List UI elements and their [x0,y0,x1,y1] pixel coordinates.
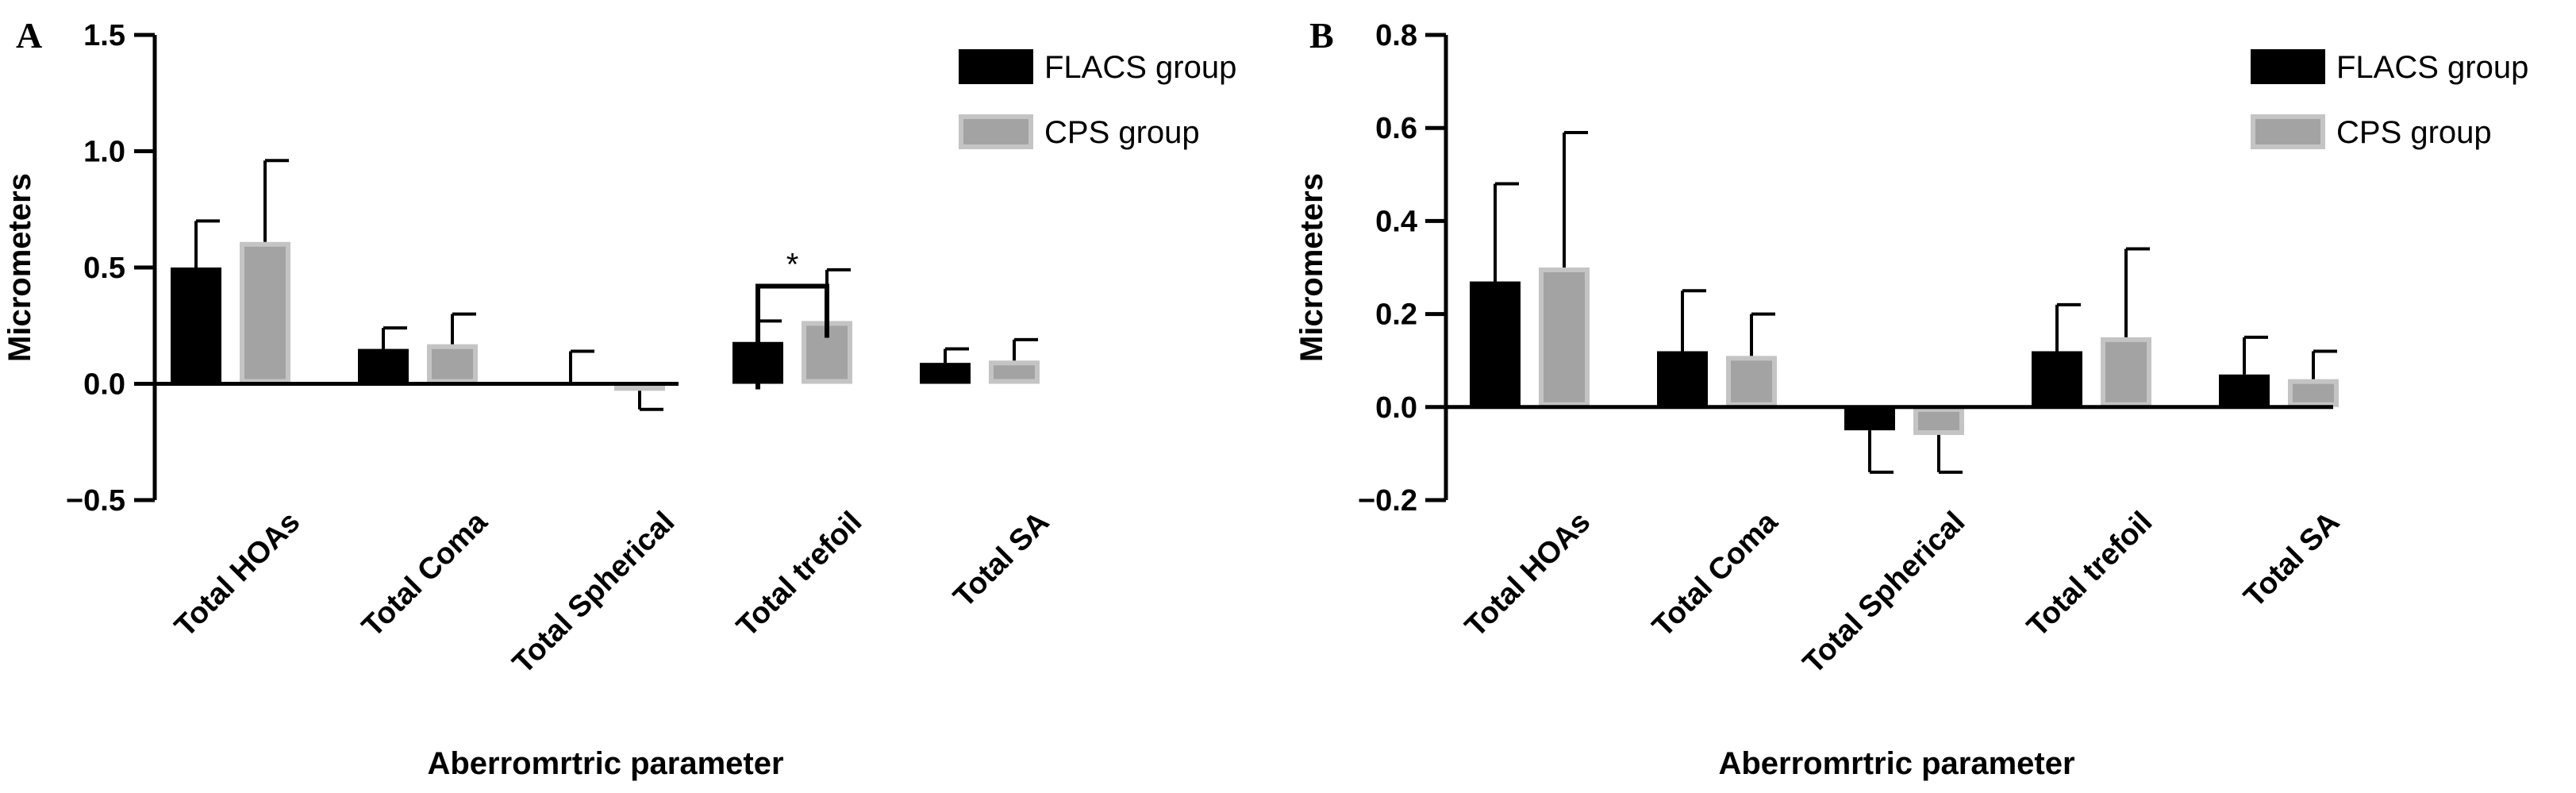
bar-flacs [2219,374,2270,407]
bar-cps [427,344,478,384]
bar-flacs [1844,406,1895,431]
y-tick-label: −0.5 [66,484,125,518]
bar-flacs [171,268,221,384]
legend-label: FLACS group [2336,50,2528,85]
y-tick-label: 1.5 [83,19,125,52]
y-tick-label: 0.5 [83,252,125,285]
x-tick-label: Total HOAs [1459,506,1597,644]
x-tick-label: Total trefoil [730,506,868,644]
bar-cps [1539,268,1590,407]
y-axis-title: Micrometers [1294,173,1329,362]
panel-a: A −0.5 0.0 0.5 1.0 1.5 Micrometers Total HOAs To… [2,15,1236,781]
y-tick-label: 0.0 [83,368,125,402]
x-tick-label: Total HOAs [168,506,306,644]
legend-swatch-cps [959,114,1033,149]
panel-letter: A [16,15,42,56]
bar-cps [2101,337,2151,407]
y-tick-label: 0.0 [1375,391,1417,425]
y-tick-label: 0.2 [1375,298,1417,332]
bar-cps [989,360,1040,384]
bar-flacs [1470,281,1521,407]
x-axis-title: Aberromrtric parameter [427,746,783,781]
legend-label: CPS group [1044,115,1200,150]
legend-label: FLACS group [1044,50,1236,85]
bar-flacs [2032,351,2082,407]
x-tick-label: Total Spherical [506,506,681,680]
bar-cps [240,241,290,384]
significance-marker: * [786,247,799,282]
x-tick-label: Total SA [948,506,1056,614]
x-tick-label: Total Coma [1646,505,1785,644]
x-axis-title: Aberromrtric parameter [1718,746,2074,781]
bar-cps [614,383,665,391]
x-tick-label: Total trefoil [2020,506,2159,644]
x-tick-label: Total SA [2238,506,2347,614]
panel-letter: B [1309,15,1334,56]
x-tick-label: Total Coma [356,505,494,644]
panel-b: B −0.2 0.0 0.2 0.4 0.6 0.8 Micrometers Total HOA… [1294,15,2528,781]
legend-swatch-flacs [959,49,1033,84]
y-tick-label: −0.2 [1358,484,1417,518]
y-tick-label: 1.0 [83,136,125,169]
y-tick-label: 0.8 [1375,19,1417,52]
bar-flacs [920,363,971,384]
bar-flacs [1657,351,1708,407]
bar-flacs [358,348,409,384]
y-axis-title: Micrometers [2,173,37,362]
legend-swatch-cps [2251,114,2325,149]
legend-swatch-flacs [2251,49,2325,84]
y-tick-label: 0.6 [1375,112,1417,145]
legend-label: CPS group [2336,115,2492,150]
y-tick-label: 0.4 [1375,205,1417,238]
bar-cps [1913,406,1964,435]
x-tick-label: Total Spherical [1797,506,1971,680]
significance-bracket [755,283,829,390]
bar-cps [2288,379,2339,407]
bar-cps [1726,356,1777,407]
